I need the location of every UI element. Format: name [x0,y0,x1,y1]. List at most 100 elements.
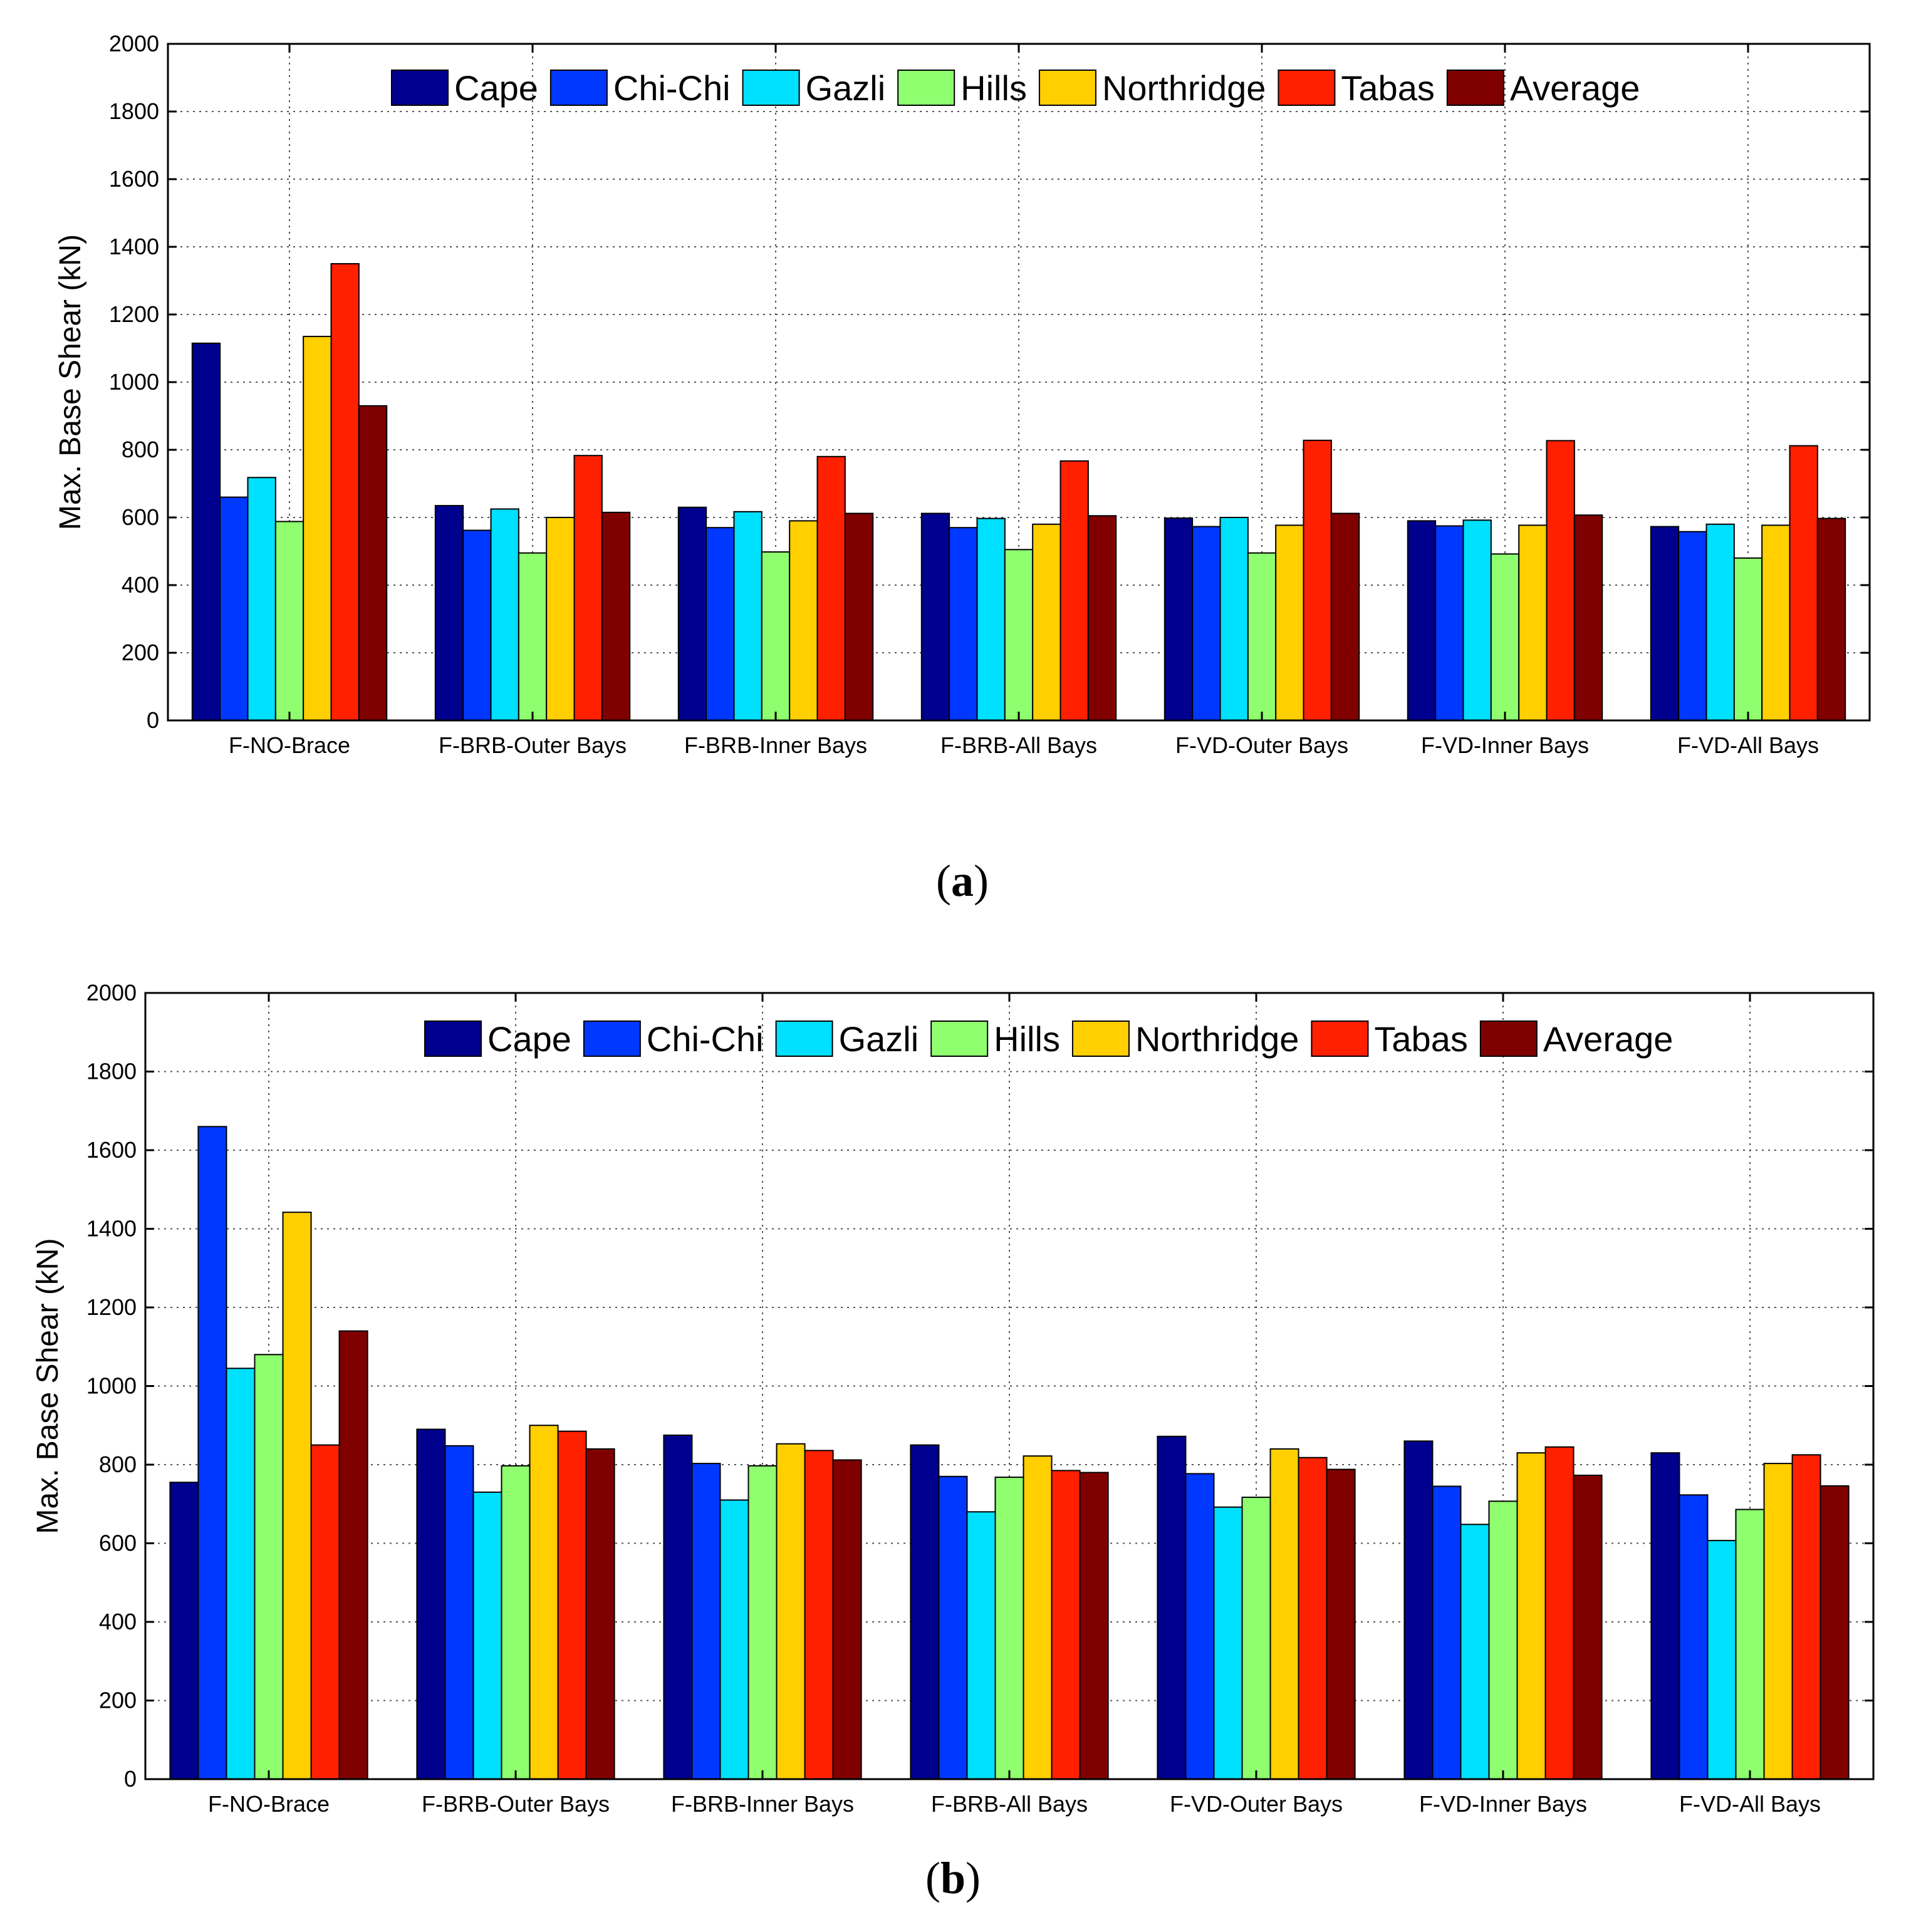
bar-tabas-4 [1051,1470,1081,1780]
legend-label: Hills [960,68,1027,108]
bar-chi-chi-1 [197,1126,227,1780]
bar-average-7 [1819,1485,1850,1780]
legend-item-northridge: Northridge [1038,68,1266,108]
bar-hills-5 [1247,552,1277,721]
bar-hills-4 [994,1477,1024,1780]
legend-item-average: Average [1479,1019,1674,1059]
bar-cape-7 [1650,526,1680,722]
legend-swatch [1446,70,1504,106]
bar-cape-7 [1650,1452,1680,1780]
bar-chi-chi-4 [949,527,978,721]
legend-item-tabas: Tabas [1311,1019,1468,1059]
legend-label: Cape [454,68,538,108]
bar-cape-1 [169,1482,199,1780]
chart-panel-b: 0 200 400 600 800 1000 1200 1400 1600 1800 2000 F-N… [31,980,1875,1903]
bar-northridge-7 [1761,524,1791,721]
bar-average-2 [585,1448,615,1780]
legend-label: Gazli [839,1019,919,1059]
bar-average-2 [601,511,631,722]
bar-hills-6 [1488,1500,1518,1780]
legend-label: Gazli [806,68,886,108]
x-tick-label: F-BRB-Outer Bays [439,732,627,758]
y-tick-label: 400 [122,572,159,598]
chart-panel-a: 0 200 400 600 800 1000 1200 1400 1600 1800 2000 F-N… [54,31,1871,906]
legend-item-chi-chi: Chi-Chi [583,1019,764,1059]
legend-label: Hills [994,1019,1060,1059]
bar-northridge-6 [1518,524,1548,721]
bar-northridge-5 [1269,1448,1299,1780]
y-tick-label: 0 [124,1766,137,1792]
y-tick-label: 1200 [86,1294,137,1320]
bar-chi-chi-3 [691,1463,721,1780]
bar-chi-chi-1 [219,496,249,721]
bar-tabas-4 [1059,460,1089,721]
bar-northridge-4 [1032,523,1061,721]
bar-chi-chi-3 [705,527,735,721]
y-tick-label: 1000 [109,369,159,395]
y-tick-label: 2000 [109,31,159,56]
y-tick-label: 600 [99,1530,137,1556]
legend-item-hills: Hills [897,68,1027,108]
bar-hills-4 [1004,549,1034,721]
legend-item-hills: Hills [930,1019,1060,1059]
panel-caption: (a) [936,856,989,906]
bar-cape-6 [1403,1440,1434,1780]
x-tick-label: F-VD-Outer Bays [1170,1791,1343,1817]
bar-chi-chi-4 [938,1475,968,1780]
bar-gazli-4 [966,1511,996,1780]
y-tick-label: 800 [122,437,159,462]
y-tick-label: 200 [122,640,159,665]
legend-item-cape: Cape [424,1019,571,1059]
bar-gazli-6 [1462,519,1492,721]
x-tick-label: F-BRB-Inner Bays [684,732,867,758]
bar-northridge-1 [303,336,332,721]
bar-tabas-3 [816,455,846,721]
x-tick-label: F-BRB-All Bays [931,1791,1088,1817]
bar-tabas-5 [1298,1457,1328,1780]
bar-average-3 [844,512,874,722]
y-tick-label: 0 [147,707,159,733]
legend-swatch [930,1021,989,1057]
bar-average-4 [1079,1472,1109,1780]
bar-cape-5 [1164,517,1194,722]
legend-label: Average [1543,1019,1674,1059]
legend-label: Chi-Chi [613,68,731,108]
bar-cape-1 [191,342,221,721]
y-tick-label: 1800 [86,1059,137,1084]
y-tick-label: 2000 [86,980,137,1005]
bar-chi-chi-6 [1432,1485,1462,1780]
y-axis-label: Max. Base Shear (kN) [31,1238,65,1534]
bar-tabas-5 [1303,439,1332,721]
y-tick-label: 1400 [86,1216,137,1242]
bar-northridge-5 [1275,524,1304,721]
bar-average-3 [832,1459,862,1780]
legend-label: Northridge [1135,1019,1299,1059]
bar-gazli-7 [1705,523,1735,721]
bar-average-6 [1573,1474,1603,1780]
legend-swatch [424,1021,482,1057]
x-tick-label: F-VD-Inner Bays [1419,1791,1587,1817]
x-tick-label: F-VD-All Bays [1679,1791,1821,1817]
bar-gazli-5 [1213,1506,1243,1780]
bar-hills-7 [1733,557,1763,721]
bar-cape-4 [910,1444,940,1780]
bar-northridge-1 [282,1212,312,1780]
bar-tabas-1 [330,263,360,721]
legend-swatch [549,70,608,106]
legend-swatch [1311,1021,1369,1057]
y-tick-label: 1200 [109,301,159,327]
bar-gazli-1 [247,477,276,722]
bar-tabas-7 [1791,1454,1821,1780]
x-tick-label: F-NO-Brace [229,732,350,758]
legend-swatch [1038,70,1096,106]
bar-tabas-6 [1544,1446,1575,1780]
bar-chi-chi-2 [444,1445,474,1780]
x-tick-label: F-VD-All Bays [1677,732,1819,758]
y-tick-label: 400 [99,1609,137,1634]
legend-label: Northridge [1102,68,1266,108]
y-tick-label: 800 [99,1452,137,1477]
bar-cape-6 [1407,520,1437,722]
x-tick-label: F-BRB-All Bays [940,732,1097,758]
bar-tabas-6 [1546,440,1575,721]
bar-hills-2 [501,1465,531,1780]
